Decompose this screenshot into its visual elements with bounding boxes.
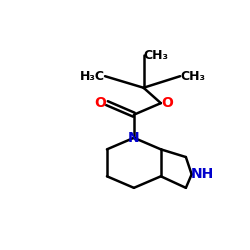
- Text: NH: NH: [190, 168, 214, 181]
- Text: O: O: [162, 96, 173, 110]
- Text: CH₃: CH₃: [180, 70, 205, 83]
- Text: N: N: [128, 131, 140, 145]
- Text: H₃C: H₃C: [80, 70, 105, 83]
- Text: CH₃: CH₃: [144, 48, 169, 62]
- Text: O: O: [94, 96, 106, 110]
